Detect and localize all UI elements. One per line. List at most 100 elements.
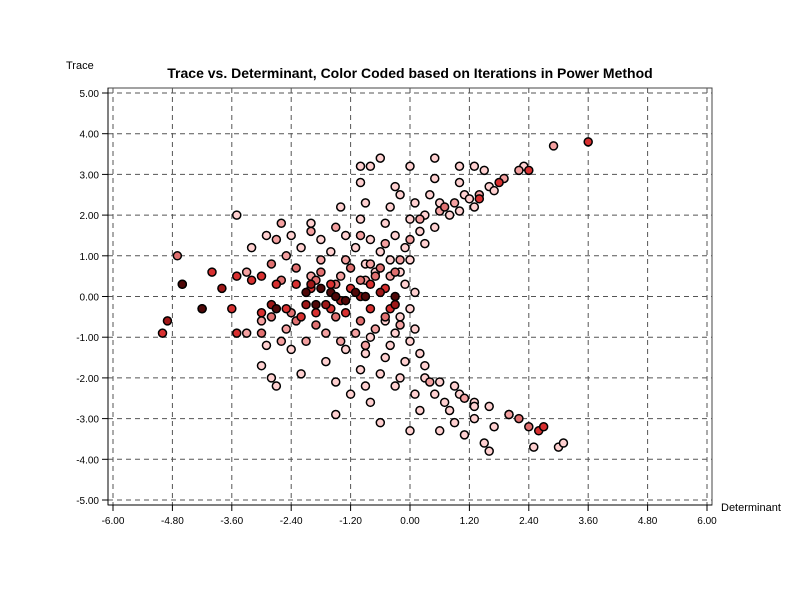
data-point: [430, 173, 440, 184]
data-point: [415, 348, 425, 359]
data-point: [256, 271, 267, 281]
data-point: [296, 312, 306, 322]
data-point: [301, 336, 311, 347]
data-point: [410, 389, 420, 399]
y-tick-label: 5.00: [80, 89, 100, 100]
data-point: [469, 161, 480, 172]
data-point: [405, 234, 415, 245]
data-point: [331, 377, 341, 387]
data-point: [370, 271, 381, 281]
data-point: [256, 328, 267, 338]
data-point: [271, 279, 282, 290]
data-point: [340, 230, 351, 241]
data-point: [365, 279, 376, 290]
data-point: [271, 303, 282, 314]
data-point: [306, 279, 316, 290]
y-tick-label: -5.00: [76, 496, 99, 507]
data-point: [538, 421, 549, 432]
data-point: [256, 308, 267, 318]
data-point: [360, 348, 371, 359]
data-point: [395, 312, 405, 322]
data-point: [331, 312, 341, 322]
data-point: [281, 303, 291, 314]
data-point: [494, 177, 504, 188]
data-point: [266, 312, 277, 322]
data-point: [430, 222, 440, 233]
data-point: [405, 426, 415, 436]
data-point: [355, 230, 366, 241]
data-point: [439, 397, 450, 408]
data-point: [454, 177, 465, 188]
x-tick-label: -4.80: [161, 516, 184, 527]
data-point: [400, 356, 410, 367]
data-point: [281, 324, 291, 334]
data-point: [232, 328, 242, 338]
data-point: [311, 308, 321, 318]
y-axis-label: Trace: [66, 60, 94, 72]
data-point: [375, 417, 386, 428]
data-point: [331, 222, 341, 233]
x-tick-label: 2.40: [519, 516, 539, 527]
data-point: [276, 218, 287, 228]
data-point: [425, 190, 435, 200]
data-point: [434, 377, 445, 387]
data-point: [345, 263, 356, 273]
y-tick-label: 2.00: [80, 211, 100, 222]
data-point: [390, 299, 400, 310]
y-tick-label: 4.00: [80, 130, 100, 141]
data-point: [340, 295, 351, 306]
x-tick-label: -6.00: [102, 516, 125, 527]
data-point: [484, 401, 494, 412]
data-point: [390, 381, 400, 391]
data-point: [286, 230, 296, 241]
data-point: [504, 409, 514, 420]
data-point: [172, 251, 183, 261]
data-point: [350, 242, 361, 253]
data-point: [474, 194, 485, 204]
data-point: [335, 271, 346, 281]
data-point: [365, 234, 376, 245]
x-tick-label: 6.00: [697, 516, 717, 527]
data-point: [395, 373, 405, 383]
data-point: [246, 275, 257, 285]
data-point: [360, 291, 371, 302]
data-point: [420, 238, 430, 249]
data-point: [469, 413, 480, 424]
data-point: [157, 328, 168, 338]
data-point: [365, 161, 376, 172]
data-point: [241, 328, 252, 338]
data-point: [301, 299, 311, 310]
data-point: [326, 246, 336, 257]
data-point: [331, 291, 341, 302]
data-point: [360, 198, 371, 208]
data-point: [355, 177, 366, 188]
data-point: [430, 153, 440, 163]
x-tick-label: -2.40: [280, 516, 303, 527]
x-tick-label: 3.60: [578, 516, 598, 527]
data-point: [350, 287, 361, 298]
data-point: [340, 308, 351, 318]
data-point: [296, 369, 306, 379]
data-point: [449, 381, 460, 391]
data-point: [410, 324, 420, 334]
data-point: [390, 328, 400, 338]
data-point: [449, 417, 460, 428]
data-point: [256, 360, 267, 371]
data-point: [469, 202, 480, 212]
data-point: [326, 279, 336, 290]
data-point: [390, 181, 400, 192]
data-point: [479, 165, 489, 176]
data-point: [454, 206, 465, 216]
data-point: [296, 242, 306, 253]
data-point: [395, 255, 405, 265]
data-point: [271, 381, 282, 391]
data-point: [489, 185, 499, 196]
data-point: [375, 263, 386, 273]
data-point: [306, 218, 316, 228]
data-point: [524, 165, 534, 176]
data-point: [227, 303, 237, 314]
x-tick-label: 1.20: [460, 516, 480, 527]
data-point: [390, 291, 400, 302]
data-point: [415, 405, 425, 416]
data-point: [444, 210, 455, 220]
